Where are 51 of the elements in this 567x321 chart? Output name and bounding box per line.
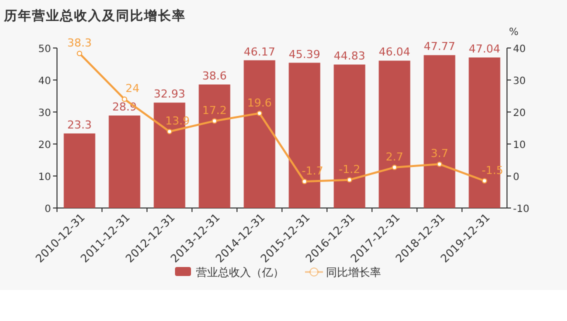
y2-tick-label: 20	[513, 108, 526, 119]
data-label: 47.77	[424, 40, 456, 54]
data-label: 23.3	[67, 118, 92, 132]
y-tick-label: 10	[38, 172, 51, 183]
point	[76, 50, 82, 56]
data-label: -1.2	[338, 162, 360, 176]
y2-tick-label: -10	[513, 204, 530, 215]
data-label: 45.39	[288, 48, 320, 61]
bar	[244, 60, 276, 208]
data-label: 19.6	[247, 96, 272, 110]
point	[212, 118, 218, 124]
point	[392, 164, 398, 170]
y2-axis-title: %	[509, 27, 519, 38]
chart-title: 历年营业总收入及同比增长率	[3, 8, 186, 24]
bar	[424, 55, 456, 208]
data-label: 38.3	[67, 36, 92, 50]
bar	[198, 84, 230, 208]
point	[346, 177, 352, 183]
y-tick-label: 20	[38, 140, 51, 151]
data-label: 32.93	[154, 88, 186, 101]
y2-tick-label: 40	[513, 44, 526, 55]
y2-tick-label: 0	[513, 172, 520, 183]
y2-tick-label: 10	[513, 140, 526, 151]
data-label: 2.7	[386, 150, 404, 164]
bar	[334, 64, 366, 208]
point	[166, 128, 172, 134]
point	[302, 178, 308, 184]
point	[256, 110, 262, 116]
point	[482, 178, 488, 184]
legend-label: 同比增长率	[326, 266, 381, 279]
y-tick-label: 40	[38, 76, 51, 87]
bar	[468, 57, 500, 208]
y2-tick-label: 30	[513, 76, 526, 87]
data-label: 44.83	[334, 50, 366, 63]
data-label: 17.2	[202, 104, 227, 117]
data-label: 24	[126, 82, 140, 96]
legend-label: 营业总收入（亿）	[196, 266, 284, 279]
data-label: 3.7	[430, 147, 448, 160]
y-tick-label: 0	[44, 204, 51, 215]
point	[436, 161, 442, 167]
point	[122, 96, 128, 102]
bar	[108, 116, 140, 208]
bar	[378, 60, 410, 208]
data-label: 46.04	[378, 46, 410, 59]
data-label: 47.04	[468, 42, 500, 56]
data-label: 38.6	[202, 69, 227, 82]
data-label: 46.17	[244, 45, 276, 58]
y-tick-label: 30	[38, 108, 51, 119]
bar	[64, 133, 96, 208]
bar	[288, 62, 320, 208]
y-tick-label: 50	[38, 44, 51, 55]
